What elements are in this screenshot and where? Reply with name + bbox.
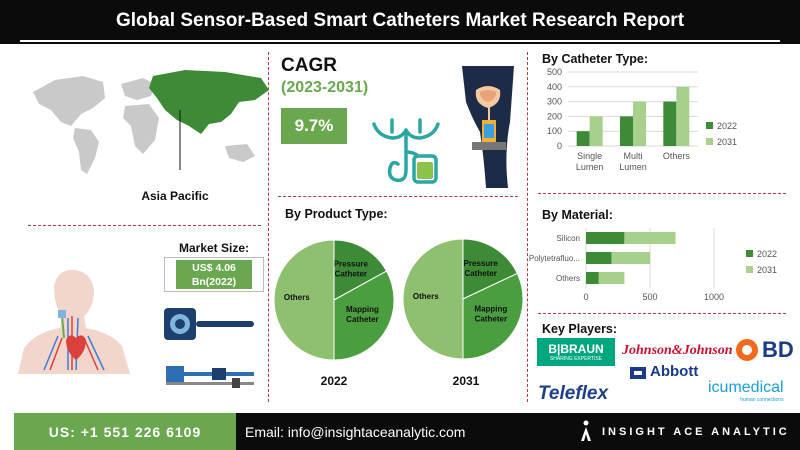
world-map-icon xyxy=(33,70,269,174)
johnson-logo: Johnson&Johnson xyxy=(622,343,733,358)
separator-horizontal-middle xyxy=(278,196,518,197)
bar xyxy=(611,252,650,264)
pie-slice xyxy=(273,239,335,361)
key-players-title: Key Players: xyxy=(542,322,618,336)
pie-slice-label: Others xyxy=(284,293,310,302)
bbraun-logo-text: B|BRAUN xyxy=(548,342,604,356)
footer-phone-bar: US: +1 551 226 6109 xyxy=(14,413,236,450)
bar xyxy=(633,101,646,146)
x-tick-label: 500 xyxy=(642,292,657,302)
brand-name: INSIGHT ACE ANALYTIC xyxy=(602,426,790,438)
market-size-line-1: US$ 4.06 xyxy=(192,262,236,274)
x-tick-label: 1000 xyxy=(704,292,724,302)
y-tick-label: Polytetrafluo... xyxy=(529,254,580,263)
legend-swatch xyxy=(706,138,713,145)
catheter-icon xyxy=(372,118,440,184)
legend-label: 2031 xyxy=(757,265,777,275)
anatomy-illustration-icon xyxy=(18,269,130,374)
bar xyxy=(586,232,625,244)
legend-label: 2022 xyxy=(757,249,777,259)
x-tick-label: Others xyxy=(663,151,691,161)
y-tick-label: 200 xyxy=(547,111,562,121)
material-title: By Material: xyxy=(542,208,613,222)
market-size-line-2: Bn(2022) xyxy=(191,276,237,288)
y-tick-label: 100 xyxy=(547,126,562,136)
catheter-type-title: By Catheter Type: xyxy=(542,52,649,66)
y-tick-label: 500 xyxy=(547,67,562,77)
material-bar-chart: 0 500 1000 Silicon Polytetrafluo... Others 202… xyxy=(529,228,777,302)
product-type-pie-2022: Pressure Catheter Mapping Catheter Others xyxy=(273,239,395,361)
bbraun-logo: B|BRAUN SHARING EXPERTISE xyxy=(537,338,615,366)
bar xyxy=(676,86,690,146)
legend-swatch xyxy=(746,266,753,273)
pie-year-label-2031: 2031 xyxy=(452,374,480,388)
y-tick-label: Others xyxy=(556,274,580,283)
pie-slice-label: Others xyxy=(413,292,439,301)
abbott-logo-text: Abbott xyxy=(650,363,699,380)
teleflex-logo: Teleflex xyxy=(538,383,609,404)
bd-logo-text: BD xyxy=(762,337,794,362)
email-address[interactable]: Email: info@insightaceanalytic.com xyxy=(245,424,466,440)
header-bar: Global Sensor-Based Smart Catheters Mark… xyxy=(0,0,800,44)
pie-slice xyxy=(333,239,388,301)
bar xyxy=(663,101,677,146)
insightace-logo-icon xyxy=(581,420,591,441)
pie-slice xyxy=(462,238,518,300)
cagr-value: 9.7% xyxy=(281,108,347,144)
icumedical-tagline: human connections xyxy=(740,397,784,403)
separator-horizontal-right-bottom xyxy=(538,313,786,314)
pie-slice xyxy=(402,238,464,360)
pie-slice xyxy=(462,272,524,360)
y-tick-label: 0 xyxy=(557,141,562,151)
catheter-type-bar-chart: 0 100 200 300 400 500 Single Lumen Multi Lumen Oth… xyxy=(547,67,737,172)
product-type-pie-2031: Pressure Catheter Mapping Catheter Others xyxy=(402,238,524,360)
footer-contact-bar: Email: info@insightaceanalytic.com INSIG… xyxy=(236,413,800,450)
bar xyxy=(589,116,603,146)
pie-slice-label: Pressure Catheter xyxy=(464,259,499,278)
separator-vertical-right xyxy=(527,52,528,402)
bd-sun-icon xyxy=(736,339,758,361)
x-tick-label: Single Lumen xyxy=(576,151,604,172)
body-illustration-icon xyxy=(462,66,514,188)
catheter-kit-icon xyxy=(166,366,254,388)
bar xyxy=(624,232,676,244)
pie-year-label-2022: 2022 xyxy=(320,374,348,388)
market-size-frame xyxy=(164,257,264,292)
legend-label: 2022 xyxy=(717,121,737,131)
pie-slice-label: Pressure Catheter xyxy=(334,260,369,279)
cagr-title: CAGR xyxy=(281,55,337,76)
legend-swatch xyxy=(706,122,713,129)
phone-number[interactable]: US: +1 551 226 6109 xyxy=(48,424,202,440)
bbraun-tagline: SHARING EXPERTISE xyxy=(549,356,603,362)
bar xyxy=(586,252,612,264)
y-tick-label: 300 xyxy=(547,97,562,107)
separator-horizontal-right-top xyxy=(538,193,786,194)
market-size-value: US$ 4.06 Bn(2022) xyxy=(176,260,252,289)
icumedical-logo-text: icumedical xyxy=(708,379,784,396)
x-tick-label: 0 xyxy=(583,292,588,302)
product-type-title: By Product Type: xyxy=(285,207,388,221)
market-size-title: Market Size: xyxy=(178,241,250,255)
sensor-device-icon xyxy=(164,308,254,340)
y-tick-label: Silicon xyxy=(556,234,580,243)
separator-horizontal-left xyxy=(28,225,261,226)
pie-slice-label: Mapping Catheter xyxy=(346,305,379,324)
pie-slice xyxy=(333,270,395,361)
x-tick-label: Multi Lumen xyxy=(619,151,647,172)
legend-label: 2031 xyxy=(717,137,737,147)
separator-vertical-left xyxy=(268,52,269,402)
page-title: Global Sensor-Based Smart Catheters Mark… xyxy=(115,10,685,31)
icumedical-logo: icumedical human connections xyxy=(708,379,784,403)
region-label: Asia Pacific xyxy=(141,189,209,203)
cagr-period: (2023-2031) xyxy=(281,79,369,96)
bar xyxy=(586,272,599,284)
y-tick-label: 400 xyxy=(547,82,562,92)
header-underline xyxy=(20,40,780,42)
pie-slice-label: Mapping Catheter xyxy=(474,305,507,324)
abbott-symbol-icon xyxy=(630,367,646,379)
legend-swatch xyxy=(746,250,753,257)
bar xyxy=(576,131,590,146)
bar xyxy=(620,116,633,146)
bar xyxy=(598,272,625,284)
